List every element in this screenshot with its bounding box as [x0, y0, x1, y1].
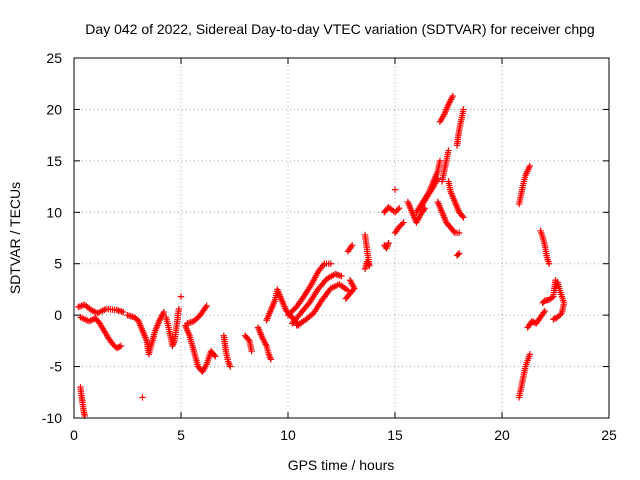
data-point: [445, 147, 452, 154]
data-point: [160, 308, 168, 316]
tick-labels: 0 5 10 15 20 25 -10 -5 0 5 10 15 20 25: [42, 50, 617, 443]
chart-title: Day 042 of 2022, Sidereal Day-to-day VTE…: [85, 21, 594, 37]
data-point: [528, 318, 536, 325]
data-point: [396, 223, 403, 230]
data-point: [361, 231, 369, 239]
data-point: [554, 314, 561, 321]
data-point: [290, 306, 297, 313]
data-point: [343, 294, 351, 301]
y-tick-label: 25: [46, 50, 62, 66]
data-point: [454, 251, 462, 258]
data-point: [245, 336, 252, 343]
data-point: [338, 272, 345, 280]
x-tick-label: 25: [601, 427, 617, 443]
data-point: [116, 343, 123, 350]
data-point: [545, 260, 553, 267]
data-point: [391, 186, 399, 193]
x-tick-label: 10: [280, 427, 296, 443]
y-tick-label: -10: [42, 410, 62, 426]
data-point: [436, 157, 444, 165]
x-tick-label: 15: [387, 427, 403, 443]
data-point: [450, 228, 458, 235]
y-tick-label: 15: [46, 153, 62, 169]
data-point: [391, 209, 399, 216]
y-tick-label: -5: [50, 359, 63, 375]
data-point: [421, 204, 429, 212]
data-point: [117, 342, 125, 350]
data-point: [551, 315, 558, 322]
data-point: [459, 212, 466, 220]
x-tick-label: 5: [177, 427, 185, 443]
data-point: [456, 229, 463, 237]
data-point: [327, 260, 334, 267]
data-point: [558, 309, 566, 317]
data-point: [286, 310, 293, 317]
plot-frame: [73, 57, 610, 419]
data-point: [456, 250, 463, 257]
data-point: [120, 308, 127, 316]
data-point: [400, 219, 407, 226]
data-point: [526, 162, 534, 170]
data-point: [397, 222, 404, 229]
data-point: [110, 342, 118, 349]
x-tick-label: 20: [494, 427, 510, 443]
data-point: [385, 239, 392, 247]
data-point: [553, 314, 560, 322]
data-point: [394, 206, 402, 213]
data-point: [177, 293, 185, 300]
data-point: [434, 175, 441, 182]
data-point: [203, 302, 210, 310]
y-tick-label: 20: [46, 101, 62, 117]
y-tick-label: 10: [46, 204, 62, 220]
data-point: [210, 351, 218, 359]
data-point: [398, 220, 406, 228]
data-point: [349, 242, 356, 249]
data-point: [460, 214, 467, 221]
data-point: [267, 356, 275, 363]
data-point: [109, 340, 116, 348]
data-point: [557, 311, 564, 318]
data-point: [227, 363, 234, 370]
x-tick-label: 0: [70, 427, 78, 443]
data-point: [526, 351, 534, 358]
data-point: [460, 106, 467, 113]
grid: [74, 58, 609, 418]
data-point: [396, 204, 403, 212]
data-point: [113, 344, 120, 352]
data-point: [212, 353, 219, 360]
data-point: [248, 347, 255, 355]
y-axis-label: SDTVAR / TECUs: [7, 182, 23, 294]
data-point: [342, 295, 349, 302]
data-point: [139, 394, 146, 401]
y-tick-label: 5: [54, 256, 62, 272]
data-point: [289, 307, 296, 315]
data-point: [541, 307, 548, 315]
data-point: [550, 316, 557, 323]
data-points: [75, 92, 568, 420]
data-point: [393, 207, 400, 215]
x-axis-label: GPS time / hours: [288, 457, 395, 473]
data-point: [287, 309, 295, 316]
data-point: [284, 311, 292, 319]
data-point: [449, 92, 456, 100]
y-tick-label: 0: [54, 307, 62, 323]
data-point: [175, 305, 183, 313]
data-point: [115, 344, 122, 351]
